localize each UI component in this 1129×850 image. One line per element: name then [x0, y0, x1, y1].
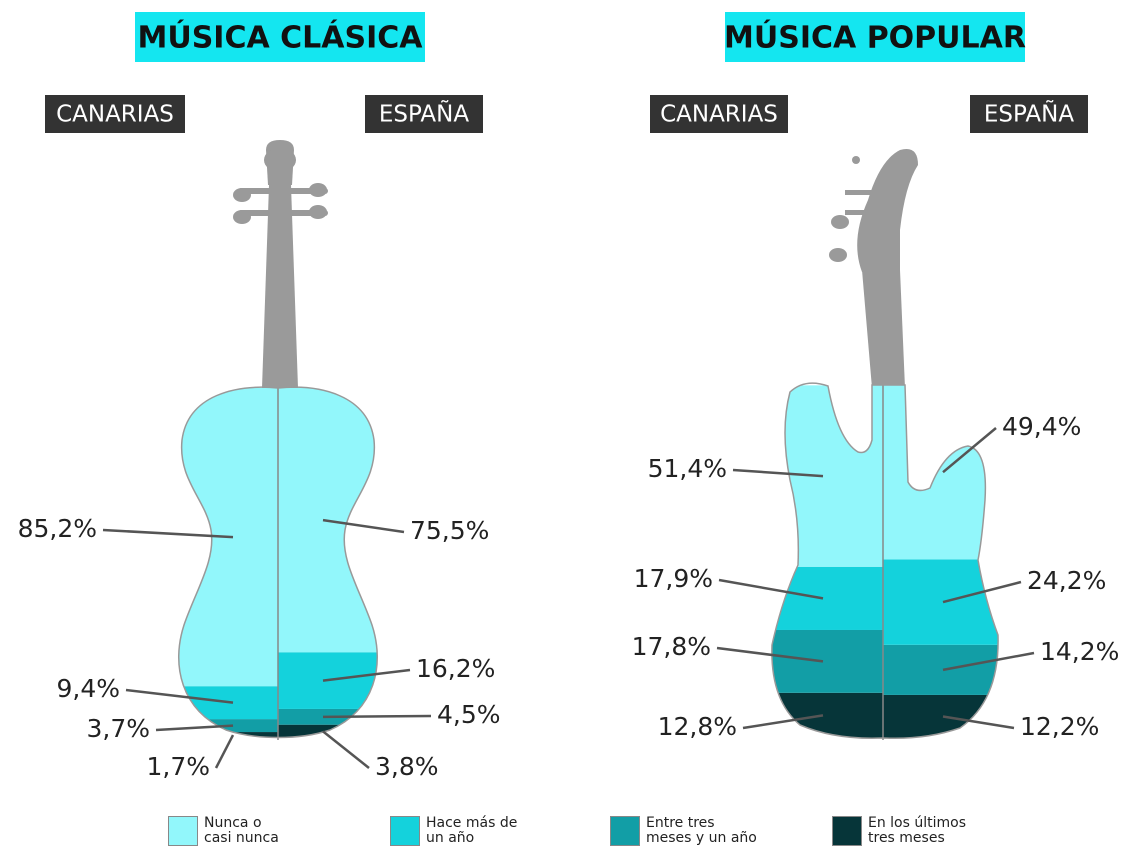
value-label: 9,4% — [56, 674, 120, 703]
value-label: 3,8% — [375, 752, 439, 781]
legend-item: Hace más de un año — [390, 816, 517, 846]
category-box — [365, 95, 483, 133]
violin-head — [233, 140, 328, 388]
legend-swatch — [832, 816, 862, 846]
leader-line — [942, 427, 997, 474]
value-label: 85,2% — [18, 514, 97, 543]
value-label: 16,2% — [416, 654, 495, 683]
legend-item: Nunca o casi nunca — [168, 816, 279, 846]
leader-line — [155, 724, 234, 732]
body-outline — [771, 382, 999, 740]
leader-line — [322, 668, 411, 682]
category-label: ESPAÑA — [984, 100, 1074, 128]
value-label: 4,5% — [437, 700, 501, 729]
legend-label: Nunca o casi nunca — [204, 815, 279, 846]
segment — [771, 385, 883, 567]
segment — [883, 644, 999, 695]
leader-line — [942, 580, 1022, 604]
title-box — [135, 12, 425, 62]
instrument-body — [771, 385, 999, 738]
segment — [278, 724, 378, 738]
value-label: 14,2% — [1040, 637, 1119, 666]
legend-item: Entre tres meses y un año — [610, 816, 757, 846]
instrument-body — [178, 388, 378, 738]
legend-label: En los últimos tres meses — [868, 815, 967, 846]
value-label: 75,5% — [410, 516, 489, 545]
leader-line — [322, 518, 405, 534]
legend-swatch — [390, 816, 420, 846]
value-label: 51,4% — [648, 454, 727, 483]
chart-title: MÚSICA CLÁSICA — [137, 19, 423, 56]
segment — [278, 388, 378, 653]
category-label: CANARIAS — [660, 102, 778, 128]
category-label: ESPAÑA — [379, 100, 469, 128]
value-label: 1,7% — [146, 752, 210, 781]
segment — [771, 692, 883, 738]
leader-line — [716, 646, 824, 663]
segment — [771, 629, 883, 693]
segment — [883, 559, 999, 645]
value-label: 12,8% — [658, 712, 737, 741]
leader-line — [742, 714, 824, 730]
legend-label: Hace más de un año — [426, 815, 518, 846]
category-box — [45, 95, 185, 133]
value-label: 17,8% — [632, 632, 711, 661]
value-label: 24,2% — [1027, 566, 1106, 595]
leader-line — [214, 734, 235, 769]
category-box — [650, 95, 788, 133]
leader-line — [718, 578, 824, 600]
value-label: 17,9% — [634, 564, 713, 593]
legend-swatch — [610, 816, 640, 846]
value-label: 12,2% — [1020, 712, 1099, 741]
legend-label: Entre tres meses y un año — [646, 815, 757, 846]
leader-line — [322, 714, 432, 719]
value-label: 49,4% — [1002, 412, 1081, 441]
legend-item: En los últimos tres meses — [832, 816, 966, 846]
body-outline — [178, 386, 378, 739]
category-label: CANARIAS — [56, 102, 174, 128]
leader-line — [125, 688, 234, 704]
leader-line — [102, 528, 234, 539]
leader-line — [942, 715, 1015, 730]
segment — [771, 566, 883, 630]
leader-line — [322, 730, 370, 769]
segment — [278, 652, 378, 709]
chart: MÚSICA CLÁSICA CANARIAS ESPAÑA 85,2% 9,4% 3,7… — [18, 12, 1119, 781]
leader-line — [942, 651, 1035, 672]
category-box — [970, 95, 1088, 133]
value-label: 3,7% — [86, 714, 150, 743]
title-box — [725, 12, 1025, 62]
bass-head — [829, 149, 918, 388]
legend-swatch — [168, 816, 198, 846]
leader-line — [732, 468, 824, 478]
chart-title: MÚSICA POPULAR — [724, 19, 1026, 56]
